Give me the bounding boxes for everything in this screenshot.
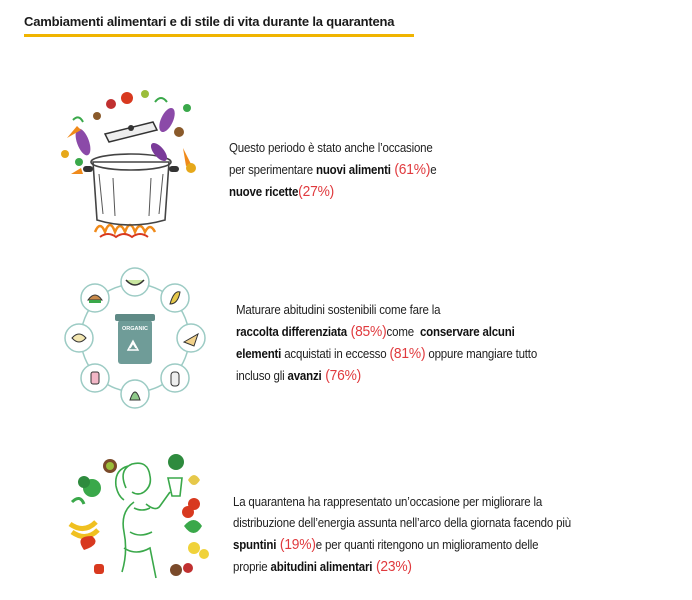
- percent-new-foods: (61%): [390, 161, 431, 178]
- text-line: distribuzione dell’energia assunta nell’…: [233, 516, 571, 530]
- percent-new-recipes: (27%): [298, 183, 335, 200]
- text-fragment: acquistati in eccesso: [281, 347, 390, 361]
- page-title: Cambiamenti alimentari e di stile di vit…: [24, 14, 395, 29]
- text-line: per sperimentare nuovi alimenti (61%)e: [229, 159, 437, 181]
- text-line: Questo periodo è stato anche l’occasione: [229, 141, 433, 155]
- text-fragment: oppure mangiare tutto: [425, 347, 538, 361]
- text-line: Maturare abitudini sostenibili come fare…: [236, 303, 441, 317]
- text-fragment: incluso gli: [236, 369, 288, 383]
- text-line: proprie abitudini alimentari (23%): [233, 556, 571, 578]
- highlight-preserve: conservare alcuni: [419, 325, 515, 339]
- text-line: nuove ricette(27%): [229, 181, 437, 203]
- highlight-new-foods: nuovi alimenti: [315, 163, 391, 177]
- title-underline: [24, 34, 414, 37]
- recycling-circle-illustration: ORGANIC: [64, 267, 206, 409]
- text-fragment: come: [386, 325, 420, 339]
- text-block-1: Questo periodo è stato anche l’occasione…: [229, 138, 437, 203]
- percent-eating-habits: (23%): [372, 558, 412, 575]
- percent-recycling: (85%): [347, 323, 387, 340]
- highlight-leftovers: avanzi: [287, 369, 322, 383]
- text-fragment: e: [430, 163, 437, 177]
- percent-leftovers: (76%): [321, 367, 362, 384]
- text-fragment: e per quanti ritengono un miglioramento …: [315, 538, 539, 552]
- text-line: La quarantena ha rappresentato un’occasi…: [233, 495, 543, 509]
- text-block-3: La quarantena ha rappresentato un’occasi…: [233, 492, 571, 578]
- percent-preserve: (81%): [389, 345, 426, 362]
- cooking-pot-illustration: [61, 90, 196, 239]
- percent-snacks: (19%): [276, 536, 316, 553]
- text-line: raccolta differenziata (85%)come conserv…: [236, 321, 537, 343]
- text-fragment: proprie: [233, 560, 271, 574]
- bin-label: ORGANIC: [122, 326, 148, 332]
- text-line: elementi acquistati in eccesso (81%) opp…: [236, 343, 537, 365]
- highlight-recycling: raccolta differenziata: [236, 325, 348, 339]
- text-block-2: Maturare abitudini sostenibili come fare…: [236, 300, 537, 387]
- highlight-new-recipes: nuove ricette: [229, 185, 299, 199]
- highlight-elements: elementi: [236, 347, 282, 361]
- text-line: incluso gli avanzi (76%): [236, 365, 537, 387]
- highlight-snacks: spuntini: [233, 538, 277, 552]
- text-line: spuntini (19%)e per quanti ritengono un …: [233, 534, 571, 556]
- text-fragment: per sperimentare: [229, 163, 316, 177]
- healthy-habits-illustration: [68, 454, 209, 579]
- highlight-eating-habits: abitudini alimentari: [270, 560, 373, 574]
